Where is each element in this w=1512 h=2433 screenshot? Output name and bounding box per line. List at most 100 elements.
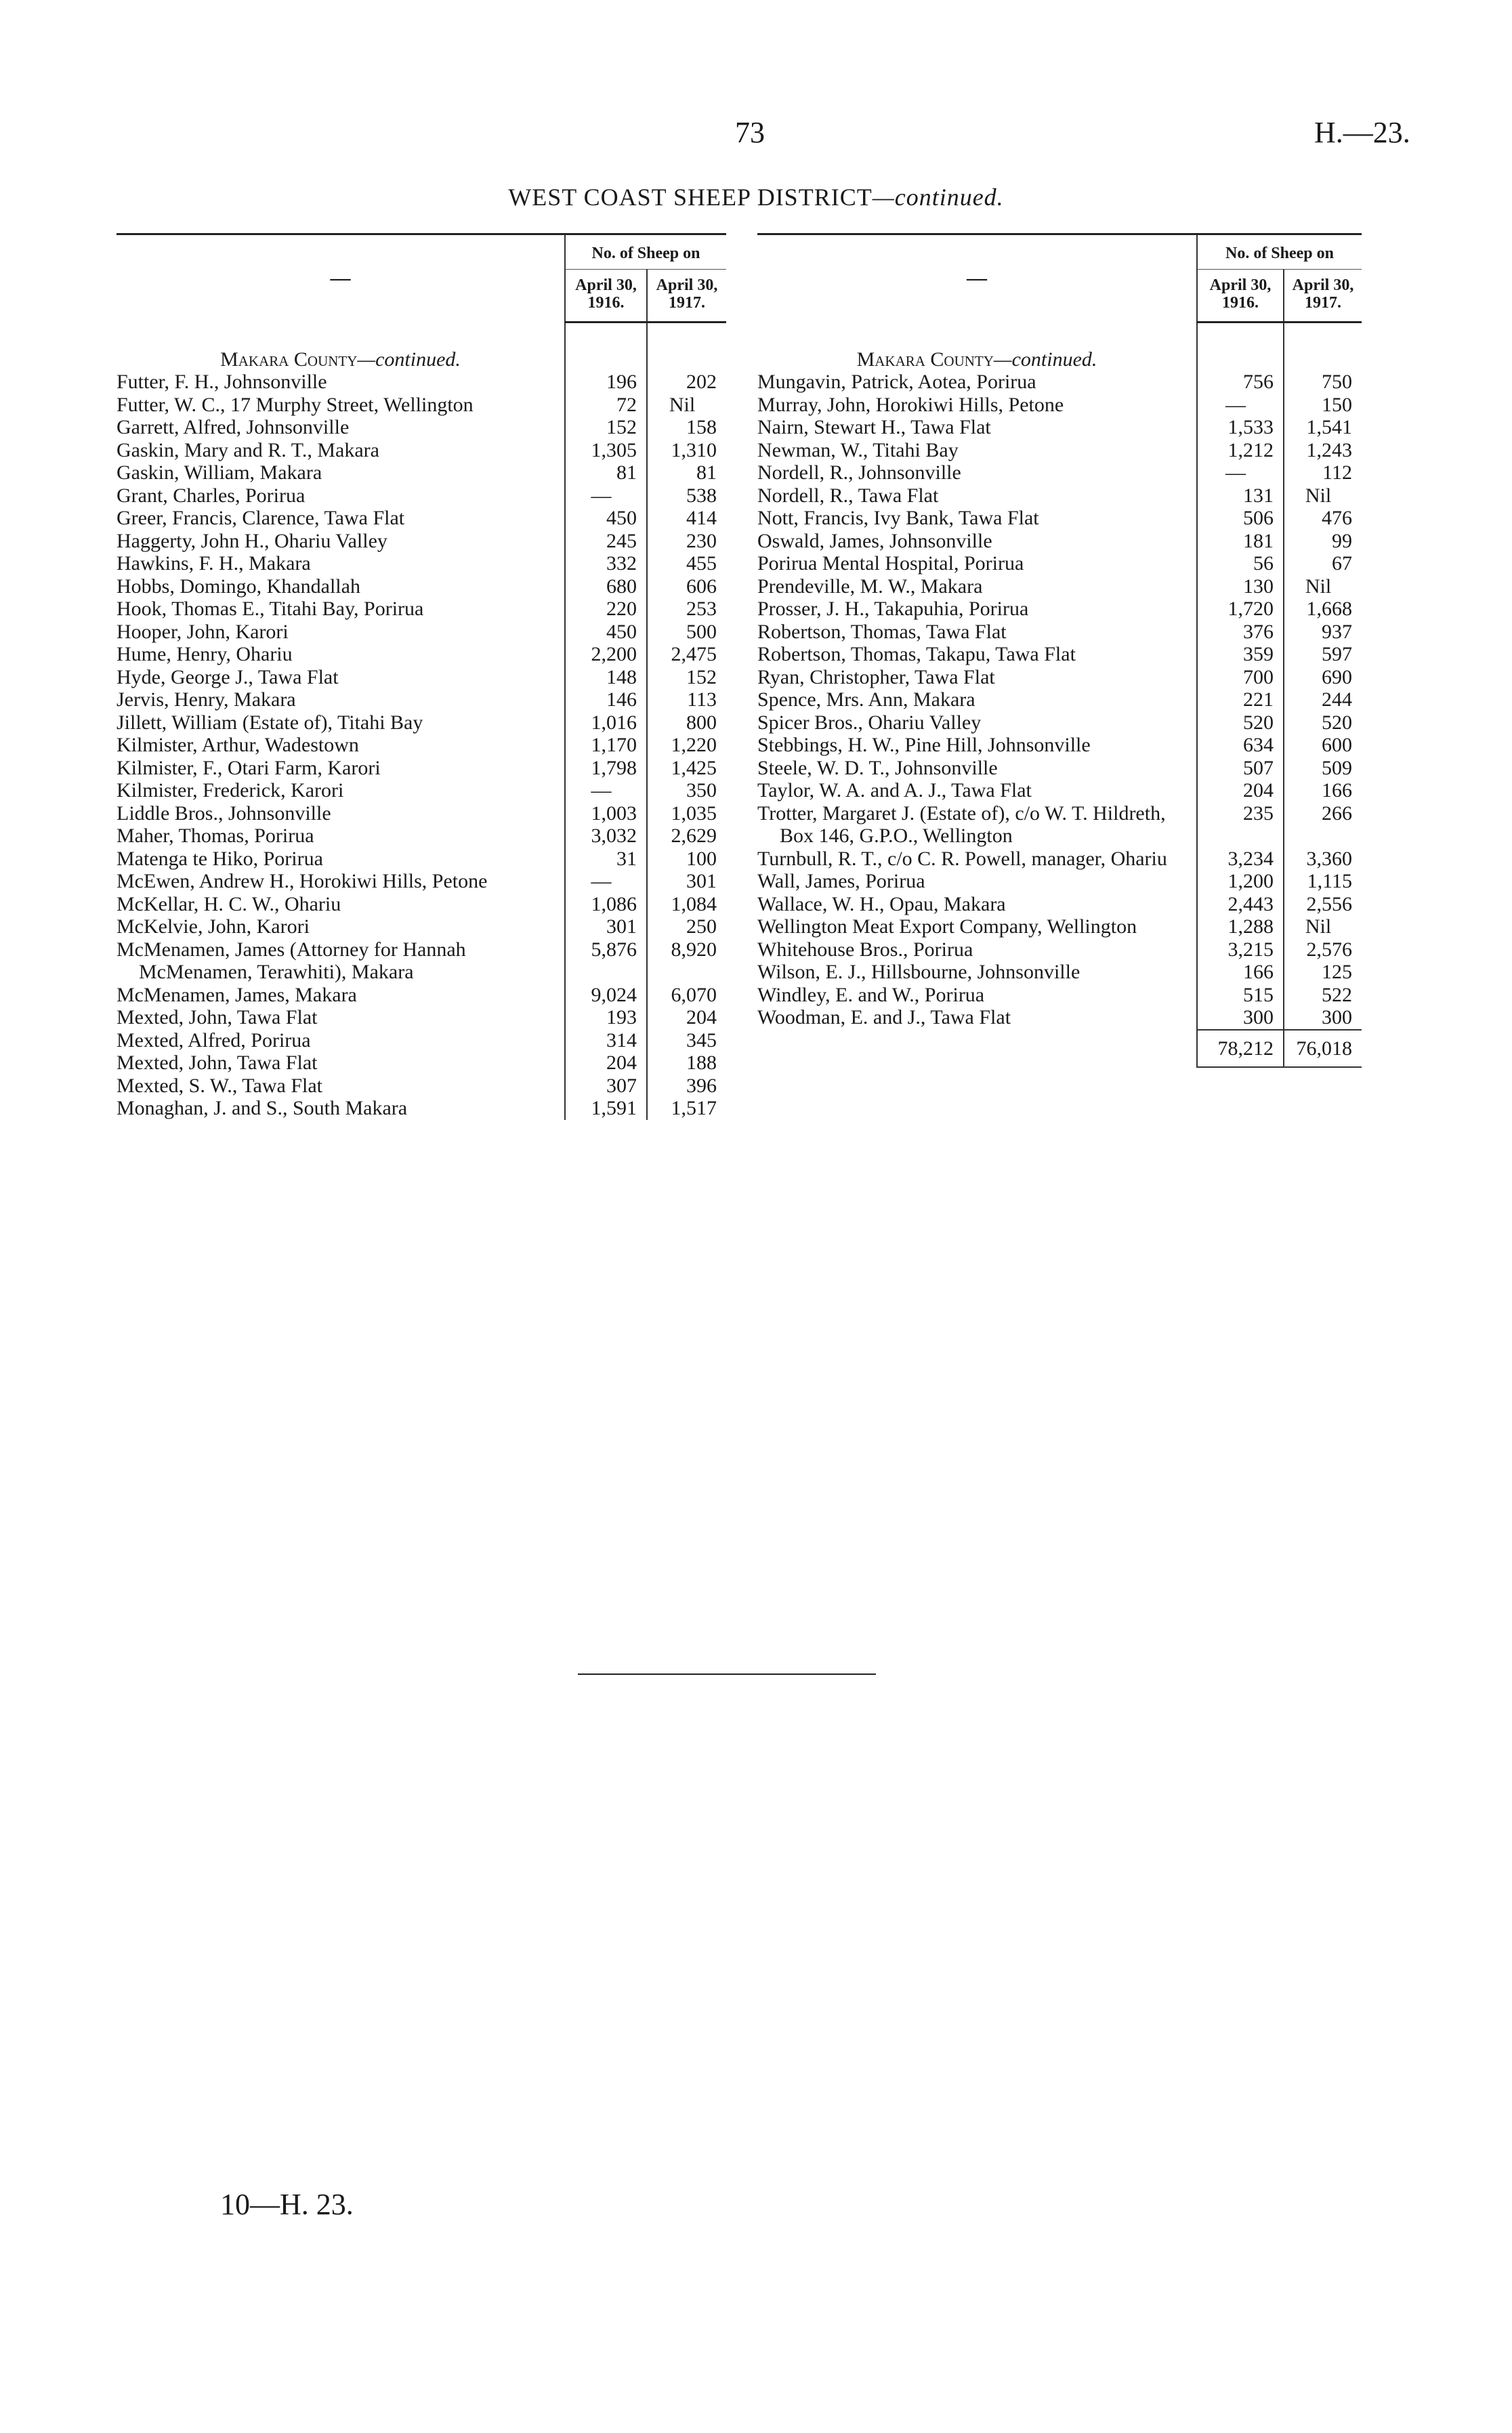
- owner-name: Haggerty, John H., Ohariu Valley: [117, 529, 387, 552]
- table-row: Garrett, Alfred, Johnsonville 152 158: [117, 416, 726, 439]
- sheep-1917: 690: [1283, 665, 1362, 688]
- owner-name: Wellington Meat Export Company, Wellingt…: [757, 915, 1137, 938]
- owner-name: Jillett, William (Estate of), Titahi Bay: [117, 711, 423, 734]
- table-row: Trotter, Margaret J. (Estate of), c/o W.…: [757, 802, 1362, 848]
- sheep-1917: 6,070: [646, 983, 726, 1006]
- table-row: Wallace, W. H., Opau, Makara 2,443 2,556: [757, 892, 1362, 915]
- sheep-1916: 1,533: [1196, 416, 1284, 439]
- table-row: Taylor, W. A. and A. J., Tawa Flat 204 166: [757, 779, 1362, 802]
- left-sheep-table: — No. of Sheep on April 30, 1916. April 30,…: [117, 233, 726, 1120]
- table-row: Hook, Thomas E., Titahi Bay, Porirua 220 2…: [117, 598, 726, 621]
- column-header-1917: April 30, 1917.: [1283, 269, 1362, 323]
- owner-name: Futter, W. C., 17 Murphy Street, Welling…: [117, 393, 474, 416]
- owner-name: Hook, Thomas E., Titahi Bay, Porirua: [117, 598, 424, 620]
- owner-name: Newman, W., Titahi Bay: [757, 438, 959, 461]
- sheep-1916: 31: [564, 847, 647, 870]
- name-column-header: —: [330, 267, 351, 290]
- owner-name: Wallace, W. H., Opau, Makara: [757, 892, 1006, 915]
- owner-name: Mexted, John, Tawa Flat: [117, 1052, 318, 1074]
- table-row: Turnbull, R. T., c/o C. R. Powell, manag…: [757, 847, 1362, 870]
- sheep-1916: 56: [1196, 552, 1284, 575]
- sheep-1916: 1,591: [564, 1097, 647, 1120]
- total-1917: 76,018: [1283, 1028, 1362, 1068]
- sheep-1916: 634: [1196, 734, 1284, 757]
- sheep-1916: 72: [564, 393, 647, 416]
- section-heading-row: Makara County—continued.: [757, 322, 1362, 371]
- sheep-1917: 2,475: [646, 643, 726, 666]
- table-row: Kilmister, Arthur, Wadestown 1,170 1,220: [117, 734, 726, 757]
- sheep-1917: 606: [646, 575, 726, 598]
- title-text: WEST COAST SHEEP DISTRICT: [508, 184, 873, 211]
- sheep-1916: 301: [564, 915, 647, 938]
- owner-name: Whitehouse Bros., Porirua: [757, 938, 973, 961]
- sheep-1917: 1,243: [1283, 438, 1362, 461]
- owner-name: Monaghan, J. and S., South Makara: [117, 1097, 408, 1119]
- sheep-1916: 300: [1196, 1006, 1284, 1030]
- sheep-1917: 1,220: [646, 734, 726, 757]
- table-row: Steele, W. D. T., Johnsonville 507 509: [757, 756, 1362, 779]
- sheep-count-group-header: No. of Sheep on: [564, 234, 726, 270]
- table-row: Haggerty, John H., Ohariu Valley 245 230: [117, 529, 726, 552]
- table-row: McEwen, Andrew H., Horokiwi Hills, Peton…: [117, 870, 726, 893]
- owner-name: Gaskin, Mary and R. T., Makara: [117, 438, 379, 461]
- sheep-1916: 148: [564, 665, 647, 688]
- sheep-1916: 220: [564, 598, 647, 621]
- owner-name: Woodman, E. and J., Tawa Flat: [757, 1006, 1011, 1028]
- sheep-1917: 188: [646, 1052, 726, 1075]
- table-row: Grant, Charles, Porirua —538: [117, 484, 726, 507]
- table-row: Spicer Bros., Ohariu Valley 520 520: [757, 711, 1362, 734]
- owner-name: Hawkins, F. H., Makara: [117, 552, 311, 575]
- page-number: 73: [735, 116, 765, 149]
- sheep-1916: —: [564, 870, 647, 893]
- table-row: Porirua Mental Hospital, Porirua 56 67: [757, 552, 1362, 575]
- table-row: Hyde, George J., Tawa Flat 148 152: [117, 665, 726, 688]
- owner-name: Stebbings, H. W., Pine Hill, Johnsonvill…: [757, 734, 1091, 756]
- table-row: Mungavin, Patrick, Aotea, Porirua 756 750: [757, 371, 1362, 394]
- sheep-1916: 680: [564, 575, 647, 598]
- owner-name: Windley, E. and W., Porirua: [757, 983, 985, 1006]
- sheep-1917: 800: [646, 711, 726, 734]
- sheep-1916: 196: [564, 371, 647, 394]
- owner-name: Porirua Mental Hospital, Porirua: [757, 552, 1024, 575]
- sheep-1916: 520: [1196, 711, 1284, 734]
- table-row: Nott, Francis, Ivy Bank, Tawa Flat 506 476: [757, 507, 1362, 530]
- table-row: Gaskin, Mary and R. T., Makara 1,305 1,310: [117, 438, 726, 461]
- table-row: Hooper, John, Karori 450 500: [117, 620, 726, 643]
- sheep-1916: 1,170: [564, 734, 647, 757]
- table-row: Wall, James, Porirua 1,200 1,115: [757, 870, 1362, 893]
- section-suffix: —continued.: [993, 348, 1097, 371]
- sheep-1916: 181: [1196, 529, 1284, 552]
- sheep-1916: 1,720: [1196, 598, 1284, 621]
- owner-name: Gaskin, William, Makara: [117, 461, 322, 484]
- table-row: Robertson, Thomas, Tawa Flat 376 937: [757, 620, 1362, 643]
- sheep-1916: 166: [1196, 961, 1284, 984]
- table-row: Newman, W., Titahi Bay 1,212 1,243: [757, 438, 1362, 461]
- sheep-1917: 1,115: [1283, 870, 1362, 893]
- owner-name: Mexted, John, Tawa Flat: [117, 1006, 318, 1028]
- table-row: Kilmister, Frederick, Karori —350: [117, 779, 726, 802]
- document-reference: H.—23.: [1314, 116, 1410, 149]
- table-row: Mexted, John, Tawa Flat 204 188: [117, 1052, 726, 1075]
- sheep-1917: 1,517: [646, 1097, 726, 1120]
- sheep-1916: 3,215: [1196, 938, 1284, 961]
- owner-name: Hooper, John, Karori: [117, 620, 289, 643]
- sheep-1916: —: [1196, 393, 1284, 416]
- owner-name: Matenga te Hiko, Porirua: [117, 847, 323, 870]
- owner-name: Mungavin, Patrick, Aotea, Porirua: [757, 371, 1036, 393]
- sheep-1916: 1,212: [1196, 438, 1284, 461]
- table-row: Hawkins, F. H., Makara 332 455: [117, 552, 726, 575]
- sheep-1916: 204: [564, 1052, 647, 1075]
- column-header-1916: April 30, 1916.: [564, 269, 647, 323]
- table-row: Nordell, R., Johnsonville —112: [757, 461, 1362, 484]
- table-row: Wellington Meat Export Company, Wellingt…: [757, 915, 1362, 938]
- sheep-1917: 253: [646, 598, 726, 621]
- table-row: Kilmister, F., Otari Farm, Karori 1,798 1,…: [117, 756, 726, 779]
- table-row: Futter, F. H., Johnsonville 196 202: [117, 371, 726, 394]
- sheep-1916: 2,443: [1196, 892, 1284, 915]
- table-row: Wilson, E. J., Hillsbourne, Johnsonville…: [757, 961, 1362, 984]
- owner-name: Kilmister, F., Otari Farm, Karori: [117, 756, 381, 779]
- owner-name: Maher, Thomas, Porirua: [117, 825, 314, 847]
- table-row: Nordell, R., Tawa Flat 131 Nil: [757, 484, 1362, 507]
- sheep-1916: 756: [1196, 371, 1284, 394]
- sheep-count-group-header: No. of Sheep on: [1196, 234, 1362, 270]
